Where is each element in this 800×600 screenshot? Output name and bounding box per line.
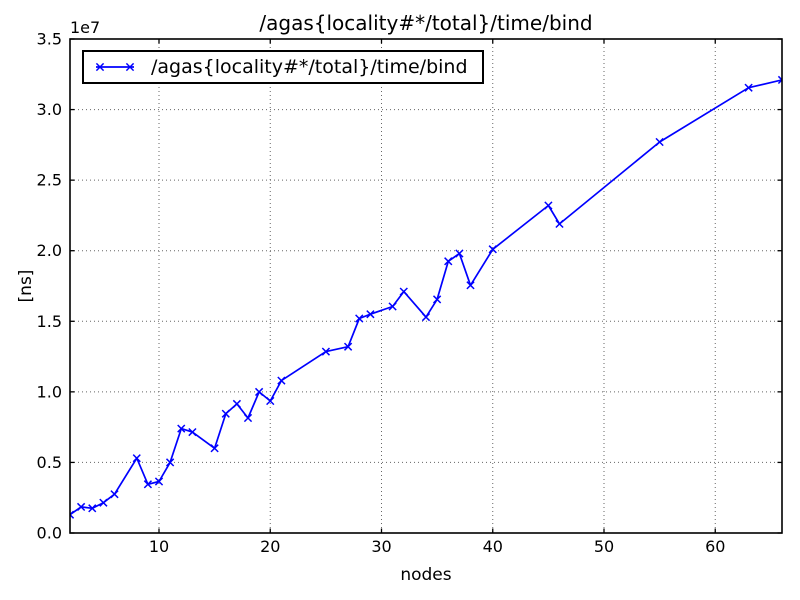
data-point-marker: [266, 396, 275, 406]
data-point-marker: [188, 427, 197, 437]
x-tick-label: 40: [483, 537, 503, 556]
data-point-marker: [277, 376, 286, 385]
data-point-marker: [110, 490, 119, 499]
x-tick-label: 20: [260, 537, 280, 556]
data-point-marker: [555, 219, 564, 229]
x-tick-label: 50: [594, 537, 614, 556]
x-tick-label: 60: [705, 537, 725, 556]
legend: /agas{locality#*/total}/time/bind: [82, 50, 484, 84]
y-tick-label: 0.0: [37, 524, 62, 543]
data-point-marker: [165, 458, 175, 467]
data-point-marker: [343, 342, 353, 351]
x-tick-label: 10: [149, 537, 169, 556]
y-tick-label: 1.5: [37, 312, 62, 331]
y-tick-label: 2.5: [37, 171, 62, 190]
data-point-marker: [154, 477, 164, 486]
data-point-marker: [321, 347, 331, 356]
axes-frame: [69, 38, 783, 534]
data-point-marker: [143, 480, 153, 489]
legend-sample-marker: [95, 62, 105, 72]
y-tick-label: 3.0: [37, 100, 62, 119]
data-point-marker: [221, 409, 230, 418]
data-point-marker: [355, 314, 364, 323]
data-point-marker: [132, 454, 141, 463]
data-point-marker: [399, 287, 408, 296]
data-point-marker: [466, 281, 475, 290]
y-tick-label: 0.5: [37, 453, 62, 472]
x-axis-label: nodes: [400, 565, 452, 585]
data-point-marker: [88, 504, 97, 513]
data-point-marker: [655, 137, 664, 147]
data-point-marker: [432, 295, 442, 304]
data-point-marker: [366, 310, 375, 319]
data-point-marker: [254, 387, 264, 397]
data-point-marker: [421, 312, 431, 322]
data-point-marker: [243, 413, 253, 423]
data-point-marker: [232, 399, 242, 409]
y-tick-label: 1.0: [37, 382, 62, 401]
data-point-marker: [99, 498, 108, 507]
data-point-marker: [388, 302, 397, 311]
legend-sample-marker: [125, 62, 135, 72]
data-point-marker: [76, 502, 86, 512]
data-point-marker: [744, 83, 753, 92]
y-axis-offset-label: 1e7: [70, 18, 101, 37]
data-point-marker: [544, 201, 553, 210]
y-tick-label: 2.0: [37, 241, 62, 260]
x-tick-label: 30: [371, 537, 391, 556]
data-point-marker: [455, 249, 464, 258]
data-point-marker: [444, 257, 453, 266]
y-tick-label: 3.5: [37, 30, 62, 49]
series-group: [70, 75, 782, 519]
data-point-marker: [488, 245, 497, 254]
data-point-marker: [210, 444, 219, 453]
data-point-marker: [177, 424, 186, 433]
data-point-marker: [777, 75, 782, 85]
chart-title: /agas{locality#*/total}/time/bind: [259, 11, 593, 35]
legend-entry-label: /agas{locality#*/total}/time/bind: [151, 56, 468, 78]
y-axis-label: [ns]: [16, 269, 36, 303]
data-point-marker: [70, 510, 75, 519]
axes-background: [70, 39, 782, 533]
legend-line-sample: [95, 62, 135, 72]
